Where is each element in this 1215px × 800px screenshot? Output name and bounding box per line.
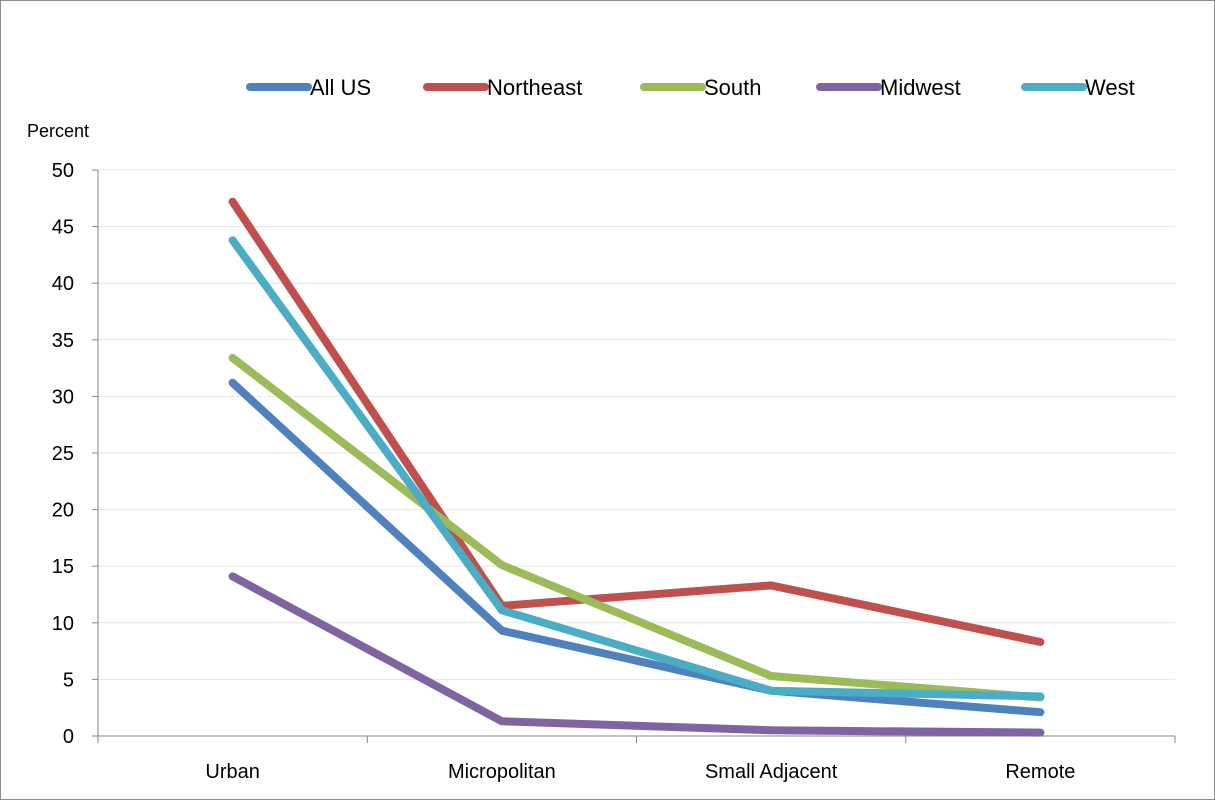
- y-tick-labels: 0 5 10 15 20 25 30 35 40 45 50: [52, 160, 74, 748]
- series-lines: [228, 197, 1045, 737]
- legend-label: Midwest: [880, 75, 961, 100]
- series-line-midwest: [228, 572, 1045, 737]
- x-category-label: Micropolitan: [448, 761, 556, 783]
- series-line-northeast: [228, 197, 1045, 646]
- y-tick-label: 25: [52, 443, 74, 465]
- y-tick-label: 0: [63, 726, 74, 748]
- x-category-label: Remote: [1005, 761, 1075, 783]
- y-tick-label: 15: [52, 556, 74, 578]
- y-tick-label: 20: [52, 500, 74, 522]
- y-tick-label: 5: [63, 669, 74, 691]
- y-tick-label: 45: [52, 217, 74, 239]
- legend-label: South: [704, 75, 762, 100]
- legend-label: All US: [310, 75, 371, 100]
- y-axis-label: Percent: [27, 121, 89, 141]
- y-tick-label: 40: [52, 273, 74, 295]
- x-category-labels: Urban Micropolitan Small Adjacent Remote: [205, 761, 1075, 783]
- series-line-all-us: [228, 378, 1045, 717]
- legend: All US Northeast South Midwest West: [246, 75, 1135, 100]
- y-tick-label: 10: [52, 613, 74, 635]
- legend-label: West: [1085, 75, 1135, 100]
- series-line-south: [228, 353, 1045, 702]
- x-category-label: Small Adjacent: [705, 761, 838, 783]
- gridlines: [98, 169, 1175, 680]
- y-tick-label: 50: [52, 160, 74, 182]
- y-tick-label: 35: [52, 330, 74, 352]
- series-line-west: [228, 236, 1045, 701]
- x-category-label: Urban: [205, 761, 259, 783]
- y-tick-label: 30: [52, 386, 74, 408]
- legend-label: Northeast: [487, 75, 582, 100]
